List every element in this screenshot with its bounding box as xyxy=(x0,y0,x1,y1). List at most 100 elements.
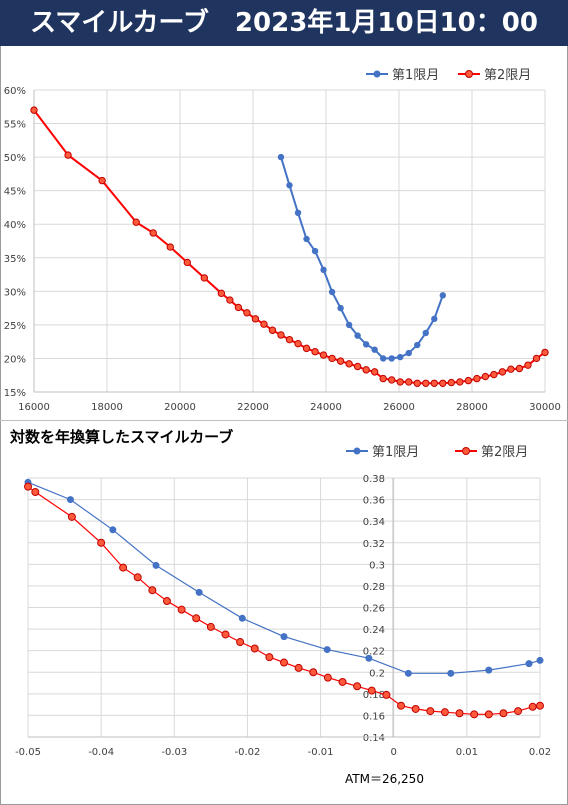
legend-label: 第1限月 xyxy=(372,445,419,460)
data-point-second xyxy=(338,677,347,686)
legend-label: 第1限月 xyxy=(392,68,439,83)
y-tick-label: 35% xyxy=(4,254,26,265)
volatility-smile-chart: 16000 18000 20000 22000 24000 26000 28000 30000… xyxy=(4,68,561,413)
y-tick-label: 60% xyxy=(4,86,26,97)
y-tick-label: 0.28 xyxy=(363,582,385,593)
x-tick-label: -0.03 xyxy=(161,747,187,758)
y-tick-label: 25% xyxy=(4,321,26,332)
series-1 xyxy=(24,478,544,677)
series-1 xyxy=(277,153,446,362)
y-tick-label: 55% xyxy=(4,120,26,131)
y-tick-label: 40% xyxy=(4,220,26,231)
data-point-second xyxy=(260,320,268,328)
data-point-second xyxy=(514,707,523,716)
y-tick-label: 50% xyxy=(4,153,26,164)
data-point-second xyxy=(411,704,420,713)
data-point-second xyxy=(353,682,362,691)
x-tick-label: 18000 xyxy=(91,402,123,413)
y-tick-label: 0.38 xyxy=(363,474,385,485)
legend-marker xyxy=(373,70,381,78)
data-point-first xyxy=(66,496,74,504)
section-divider xyxy=(0,420,568,421)
data-point-second xyxy=(285,335,294,344)
data-point-second xyxy=(536,701,544,710)
data-point-second xyxy=(426,707,435,716)
data-point-second xyxy=(64,151,72,159)
x-tick-label: -0.02 xyxy=(234,747,260,758)
x-tick-label: 24000 xyxy=(310,402,342,413)
data-point-first xyxy=(422,329,429,337)
data-point-second xyxy=(379,374,387,383)
data-point-second xyxy=(177,605,186,614)
data-point-second xyxy=(162,597,171,606)
x-tick-label: 20000 xyxy=(164,402,196,413)
data-point-first xyxy=(286,182,293,189)
data-point-second xyxy=(362,366,370,374)
atm-note: ATM＝26,250 xyxy=(345,772,424,786)
data-point-first xyxy=(195,588,203,596)
data-point-second xyxy=(528,702,537,711)
annualized-log-smile-subtitle: 対数を年換算したスマイルカーブ xyxy=(10,428,234,446)
data-point-second xyxy=(413,379,421,387)
data-point-first xyxy=(354,332,361,339)
data-point-second xyxy=(206,622,215,631)
data-point-second xyxy=(265,653,274,662)
page-title: スマイルカーブ 2023年1月10日10：00 xyxy=(0,0,568,46)
y-tick-label: 45% xyxy=(4,187,26,198)
series-line xyxy=(27,486,541,715)
x-tick-label: 28000 xyxy=(456,402,488,413)
data-point-second xyxy=(24,482,32,491)
data-point-second xyxy=(132,218,140,226)
data-point-second xyxy=(192,614,201,623)
data-point-second xyxy=(251,315,260,323)
data-point-second xyxy=(464,376,473,385)
data-point-first xyxy=(362,341,370,348)
data-point-second xyxy=(31,488,40,497)
data-point-first xyxy=(238,614,246,622)
data-point-first xyxy=(109,526,117,534)
data-point-second xyxy=(323,673,332,682)
data-point-first xyxy=(404,669,412,677)
y-tick-label: 0.24 xyxy=(363,625,385,636)
data-point-second xyxy=(336,357,345,365)
data-point-second xyxy=(481,372,490,381)
data-point-second xyxy=(382,690,391,699)
series-line xyxy=(27,481,541,674)
x-tick-label: 22000 xyxy=(237,402,269,413)
data-point-first xyxy=(447,669,455,677)
x-tick-label: -0.01 xyxy=(308,747,334,758)
x-tick-label: 16000 xyxy=(18,402,50,413)
data-point-second xyxy=(345,360,353,368)
data-point-first xyxy=(365,654,373,662)
data-point-first xyxy=(525,660,533,668)
data-point-second xyxy=(370,368,379,376)
y-tick-label: 0.32 xyxy=(363,539,385,550)
data-point-second xyxy=(268,326,277,334)
data-point-second xyxy=(515,364,524,373)
data-point-second xyxy=(166,243,174,251)
data-point-first xyxy=(337,304,344,312)
x-tick-label: 0 xyxy=(391,747,397,758)
data-point-first xyxy=(439,292,446,299)
data-point-second xyxy=(149,229,157,237)
data-point-second xyxy=(226,296,234,304)
x-tick-label: 0.01 xyxy=(456,747,478,758)
x-tick-label: -0.04 xyxy=(88,747,114,758)
data-point-second xyxy=(277,331,285,339)
legend-marker xyxy=(462,447,470,455)
data-point-second xyxy=(456,378,464,386)
data-point-second xyxy=(532,354,541,363)
data-point-second xyxy=(294,663,303,672)
data-point-first xyxy=(294,209,302,217)
y-tick-label: 0.16 xyxy=(363,711,385,722)
y-tick-label: 0.36 xyxy=(363,496,385,507)
y-tick-label: 0.2 xyxy=(369,668,385,679)
data-point-second xyxy=(183,258,192,267)
y-tick-label: 0.34 xyxy=(363,517,385,528)
data-point-second xyxy=(397,701,406,710)
data-point-second xyxy=(30,106,38,114)
data-point-second xyxy=(119,563,128,572)
data-point-first xyxy=(345,321,353,329)
data-point-second xyxy=(319,351,328,359)
legend-label: 第2限月 xyxy=(481,445,528,460)
